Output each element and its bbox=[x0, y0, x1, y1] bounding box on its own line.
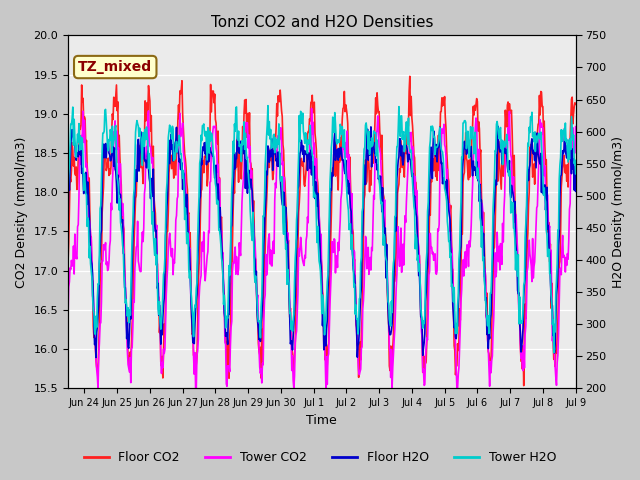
Legend: Floor CO2, Tower CO2, Floor H2O, Tower H2O: Floor CO2, Tower CO2, Floor H2O, Tower H… bbox=[79, 446, 561, 469]
Y-axis label: H2O Density (mmol/m3): H2O Density (mmol/m3) bbox=[612, 136, 625, 288]
Text: TZ_mixed: TZ_mixed bbox=[78, 60, 152, 74]
X-axis label: Time: Time bbox=[307, 414, 337, 427]
Y-axis label: CO2 Density (mmol/m3): CO2 Density (mmol/m3) bbox=[15, 136, 28, 288]
Title: Tonzi CO2 and H2O Densities: Tonzi CO2 and H2O Densities bbox=[211, 15, 433, 30]
